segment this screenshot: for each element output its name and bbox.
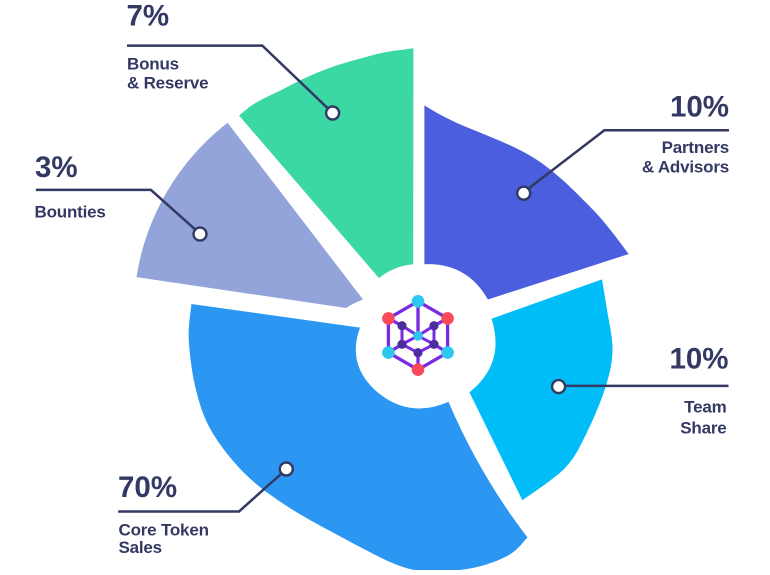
svg-text:& Advisors: & Advisors (642, 158, 729, 177)
svg-text:70%: 70% (118, 471, 177, 504)
svg-text:Bounties: Bounties (35, 203, 106, 222)
svg-text:10%: 10% (670, 90, 729, 123)
svg-text:Sales: Sales (119, 538, 162, 557)
svg-text:10%: 10% (669, 342, 728, 375)
svg-text:Bonus: Bonus (127, 55, 179, 74)
svg-text:Core Token: Core Token (119, 521, 209, 540)
svg-text:& Reserve: & Reserve (127, 73, 208, 92)
svg-text:Partners: Partners (662, 138, 729, 157)
svg-text:3%: 3% (35, 151, 78, 184)
svg-text:7%: 7% (127, 0, 170, 33)
svg-text:Share: Share (680, 418, 726, 437)
svg-text:Team: Team (684, 398, 726, 417)
